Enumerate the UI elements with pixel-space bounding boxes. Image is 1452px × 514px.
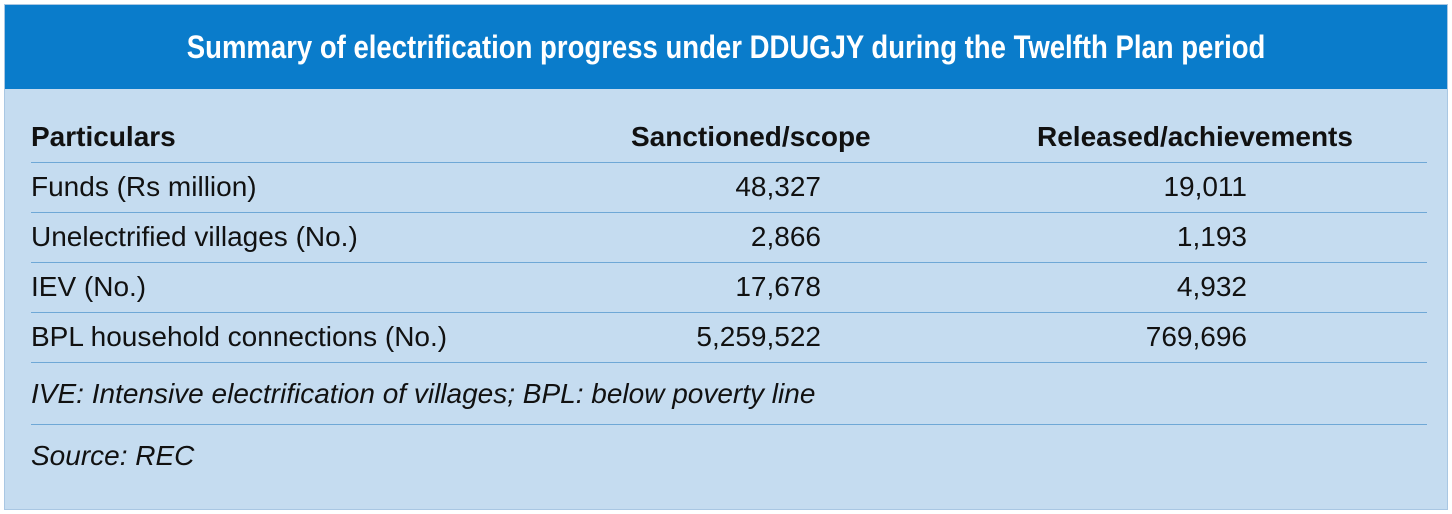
row-sanctioned-value: 2,866: [750, 221, 821, 252]
table-panel: Summary of electrification progress unde…: [4, 4, 1448, 510]
row-label: IEV (No.): [31, 271, 147, 302]
data-table: Particulars Sanctioned/scope Released/ac…: [31, 113, 1427, 487]
header-sanctioned: Sanctioned/scope: [631, 121, 871, 152]
header-released: Released/achievements: [1037, 121, 1353, 152]
table-row: Unelectrified villages (No.) 2,866 1,193: [31, 213, 1427, 263]
row-sanctioned-value: 17,678: [735, 271, 821, 302]
row-label: BPL household connections (No.): [31, 321, 448, 352]
row-sanctioned-value: 48,327: [735, 171, 821, 202]
row-sanctioned-value: 5,259,522: [696, 321, 821, 352]
row-label: Funds (Rs million): [31, 171, 257, 202]
table-row: Funds (Rs million) 48,327 19,011: [31, 163, 1427, 213]
row-released-value: 19,011: [1163, 171, 1247, 202]
row-released-value: 1,193: [1176, 221, 1247, 252]
source-line: Source: REC: [31, 440, 195, 471]
table-header-row: Particulars Sanctioned/scope Released/ac…: [31, 113, 1427, 163]
row-released-value: 4,932: [1176, 271, 1247, 302]
table-title: Summary of electrification progress unde…: [186, 28, 1266, 65]
header-particulars: Particulars: [31, 121, 176, 152]
footnote: IVE: Intensive electrification of villag…: [31, 363, 1427, 425]
table-row: BPL household connections (No.) 5,259,52…: [31, 313, 1427, 363]
row-released-value: 769,696: [1145, 321, 1247, 352]
title-banner: Summary of electrification progress unde…: [5, 5, 1447, 89]
table-row: IEV (No.) 17,678 4,932: [31, 263, 1427, 313]
row-label: Unelectrified villages (No.): [31, 221, 358, 252]
